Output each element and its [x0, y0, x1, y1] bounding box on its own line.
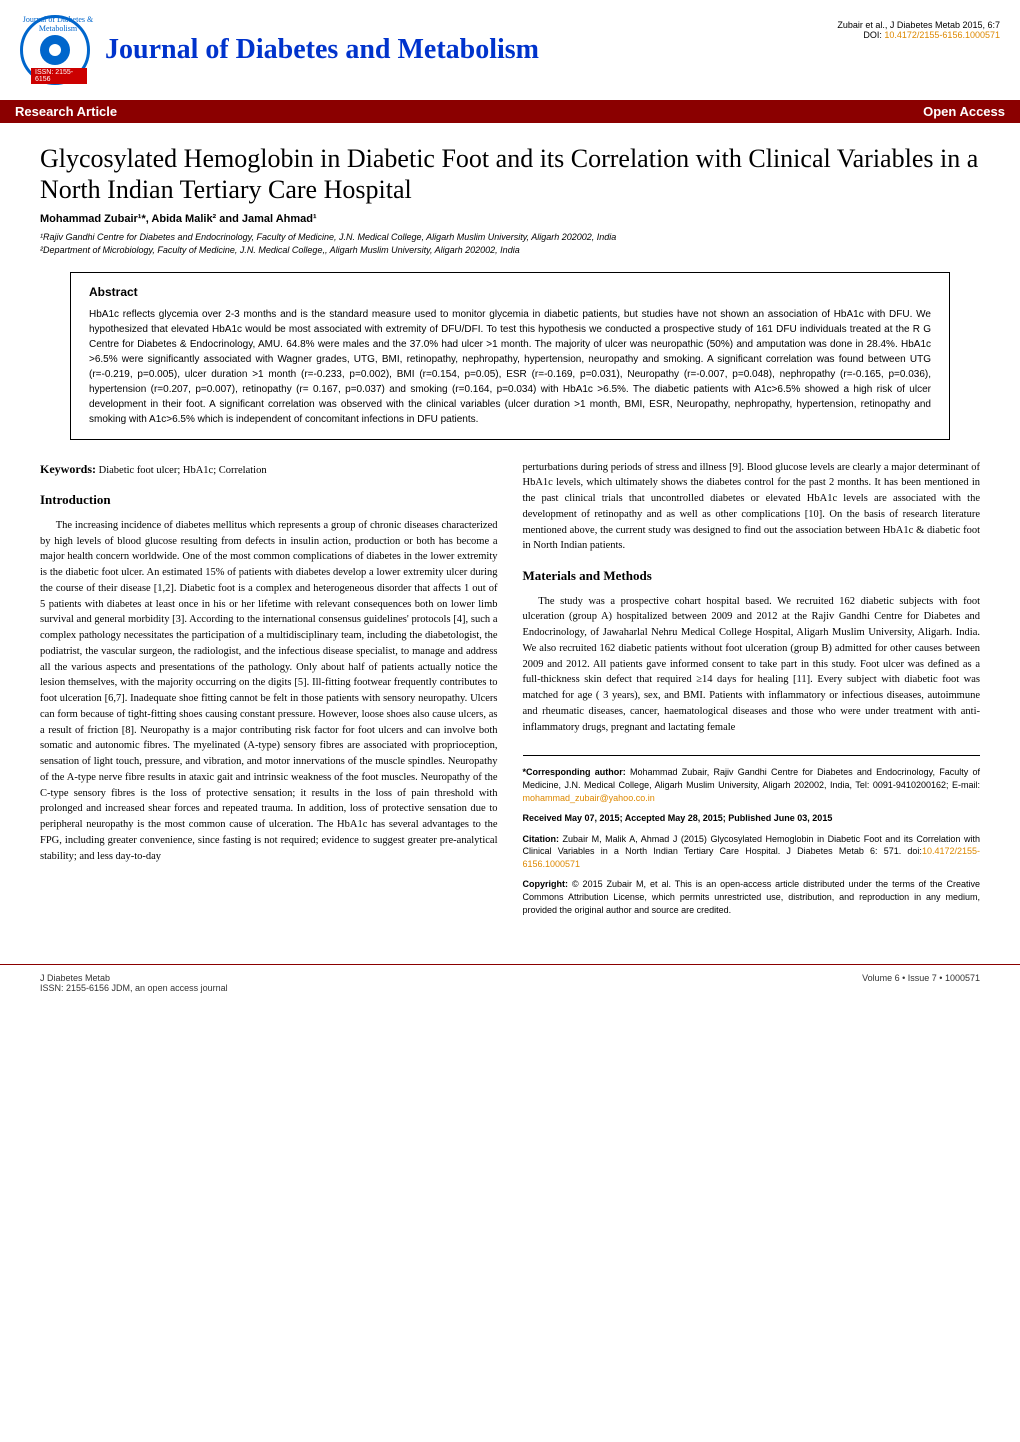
affiliation-2: ²Department of Microbiology, Faculty of …	[40, 244, 980, 257]
dates-line: Received May 07, 2015; Accepted May 28, …	[523, 813, 833, 823]
continuation-paragraph: perturbations during periods of stress a…	[523, 460, 981, 555]
methods-heading: Materials and Methods	[523, 566, 981, 586]
footer-left: J Diabetes Metab ISSN: 2155-6156 JDM, an…	[40, 973, 228, 993]
keywords-line: Keywords: Diabetic foot ulcer; HbA1c; Co…	[40, 460, 498, 479]
keywords-label: Keywords:	[40, 462, 96, 476]
copyright-label: Copyright:	[523, 879, 569, 889]
footer-bar: J Diabetes Metab ISSN: 2155-6156 JDM, an…	[0, 964, 1020, 1008]
header-banner: Journal of Diabetes & Metabolism ISSN: 2…	[0, 0, 1020, 100]
footer-journal-abbrev: J Diabetes Metab	[40, 973, 228, 983]
journal-logo: Journal of Diabetes & Metabolism ISSN: 2…	[20, 15, 90, 85]
methods-paragraph: The study was a prospective cohart hospi…	[523, 594, 981, 736]
email-link[interactable]: mohammad_zubair@yahoo.co.in	[523, 793, 655, 803]
copyright-text: © 2015 Zubair M, et al. This is an open-…	[523, 879, 981, 914]
corresponding-author-box: *Corresponding author: Mohammad Zubair, …	[523, 755, 981, 916]
intro-heading: Introduction	[40, 490, 498, 510]
intro-paragraph: The increasing incidence of diabetes mel…	[40, 518, 498, 865]
section-bar: Research Article Open Access	[0, 100, 1020, 123]
left-column: Keywords: Diabetic foot ulcer; HbA1c; Co…	[40, 460, 498, 925]
logo-inner-circle	[40, 35, 70, 65]
abstract-heading: Abstract	[89, 285, 931, 299]
keywords-text: Diabetic foot ulcer; HbA1c; Correlation	[96, 465, 267, 476]
footer-issn-line: ISSN: 2155-6156 JDM, an open access jour…	[40, 983, 228, 993]
article-body: Glycosylated Hemoglobin in Diabetic Foot…	[0, 123, 1020, 944]
abstract-text: HbA1c reflects glycemia over 2-3 months …	[89, 307, 931, 427]
journal-title: Journal of Diabetes and Metabolism	[105, 34, 539, 66]
footer-volume-issue: Volume 6 • Issue 7 • 1000571	[862, 973, 980, 993]
article-title: Glycosylated Hemoglobin in Diabetic Foot…	[40, 143, 980, 205]
issn-badge: ISSN: 2155-6156	[31, 68, 87, 84]
authors-line: Mohammad Zubair¹*, Abida Malik² and Jama…	[40, 213, 980, 225]
citation-body: Zubair M, Malik A, Ahmad J (2015) Glycos…	[523, 834, 981, 857]
logo-arc-text: Journal of Diabetes & Metabolism	[17, 15, 99, 33]
doi-link[interactable]: 10.4172/2155-6156.1000571	[884, 30, 1000, 40]
article-type-label: Research Article	[15, 104, 117, 119]
citation-header: Zubair et al., J Diabetes Metab 2015, 6:…	[837, 20, 1000, 40]
right-column: perturbations during periods of stress a…	[523, 460, 981, 925]
open-access-label: Open Access	[923, 104, 1005, 119]
doi-label: DOI:	[863, 30, 882, 40]
affiliations: ¹Rajiv Gandhi Centre for Diabetes and En…	[40, 231, 980, 256]
two-column-layout: Keywords: Diabetic foot ulcer; HbA1c; Co…	[40, 460, 980, 925]
affiliation-1: ¹Rajiv Gandhi Centre for Diabetes and En…	[40, 231, 980, 244]
citation-label: Citation:	[523, 834, 560, 844]
citation-text: Zubair et al., J Diabetes Metab 2015, 6:…	[837, 20, 1000, 30]
corresponding-label: *Corresponding author:	[523, 767, 626, 777]
abstract-box: Abstract HbA1c reflects glycemia over 2-…	[70, 272, 950, 440]
